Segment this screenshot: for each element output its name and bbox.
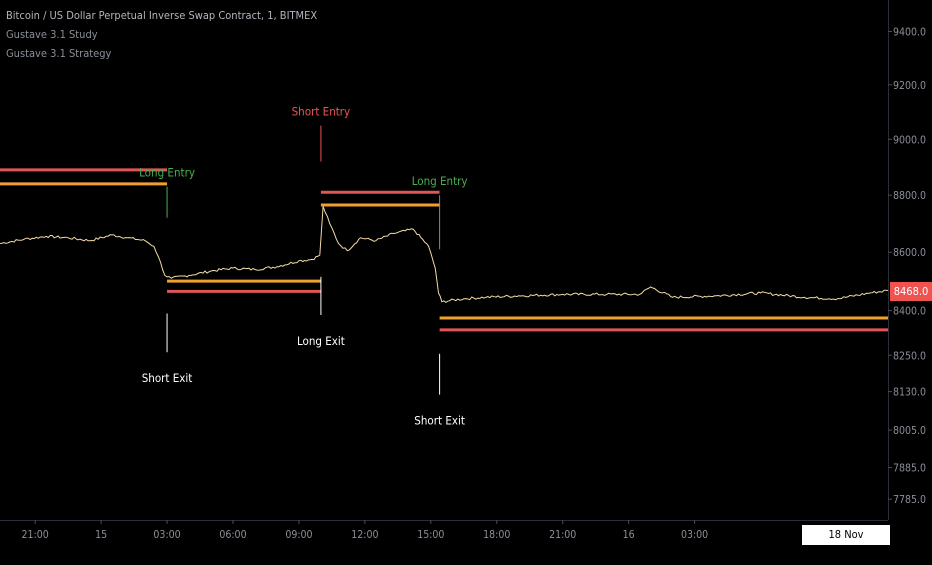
price-tick-label: 8600.0 — [893, 247, 926, 259]
long-entry-label: Long Entry — [412, 174, 468, 188]
time-tick-label: 12:00 — [351, 529, 378, 541]
time-tick-label: 18:00 — [483, 529, 510, 541]
price-chart[interactable]: Long Entry Short Exit Short Entry Long Exit… — [0, 0, 932, 550]
time-tick-label: 03:00 — [153, 529, 180, 541]
price-tick-label: 9400.0 — [893, 26, 926, 38]
price-line — [0, 206, 889, 304]
price-tick-label: 8800.0 — [893, 190, 926, 202]
time-tick-label: 21:00 — [22, 529, 49, 541]
short-exit-label: Short Exit — [142, 371, 193, 385]
time-tick-label: 21:00 — [549, 529, 576, 541]
last-price-badge: 8468.0 — [890, 282, 932, 301]
axes: 9400.0 9200.0 9000.0 8800.0 8600.0 8400.0 8250… — [0, 0, 926, 541]
time-tick-label: 09:00 — [285, 529, 312, 541]
time-tick-label: 15 — [95, 529, 107, 541]
time-tick-label: 15:00 — [417, 529, 444, 541]
cursor-time-badge: 18 Nov '19 14:29 — [802, 525, 890, 561]
price-tick-label: 8250.0 — [893, 350, 926, 362]
short-exit-label: Short Exit — [414, 414, 465, 428]
price-tick-label: 8130.0 — [893, 387, 926, 399]
price-tick-label: 7885.0 — [893, 463, 926, 475]
trade-markers: Long Entry Short Exit Short Entry Long Exit… — [139, 105, 467, 428]
strategy-levels — [0, 168, 888, 332]
price-tick-label: 9000.0 — [893, 134, 926, 146]
long-entry-label: Long Entry — [139, 166, 195, 180]
study-name[interactable]: Gustave 3.1 Study — [6, 28, 98, 41]
time-tick-label: 16 — [623, 529, 635, 541]
strategy-name[interactable]: Gustave 3.1 Strategy — [6, 47, 112, 60]
chart-legend: Bitcoin / US Dollar Perpetual Inverse Sw… — [6, 6, 317, 63]
price-series — [0, 206, 889, 304]
symbol-title[interactable]: Bitcoin / US Dollar Perpetual Inverse Sw… — [6, 9, 318, 22]
price-tick-label: 8400.0 — [893, 306, 926, 318]
price-tick-label: 7785.0 — [893, 494, 926, 506]
price-tick-label: 8005.0 — [893, 425, 926, 437]
price-tick-label: 9200.0 — [893, 80, 926, 92]
time-tick-label: 03:00 — [681, 529, 708, 541]
long-exit-label: Long Exit — [297, 334, 345, 348]
time-tick-label: 06:00 — [219, 529, 246, 541]
short-entry-label: Short Entry — [292, 105, 351, 119]
